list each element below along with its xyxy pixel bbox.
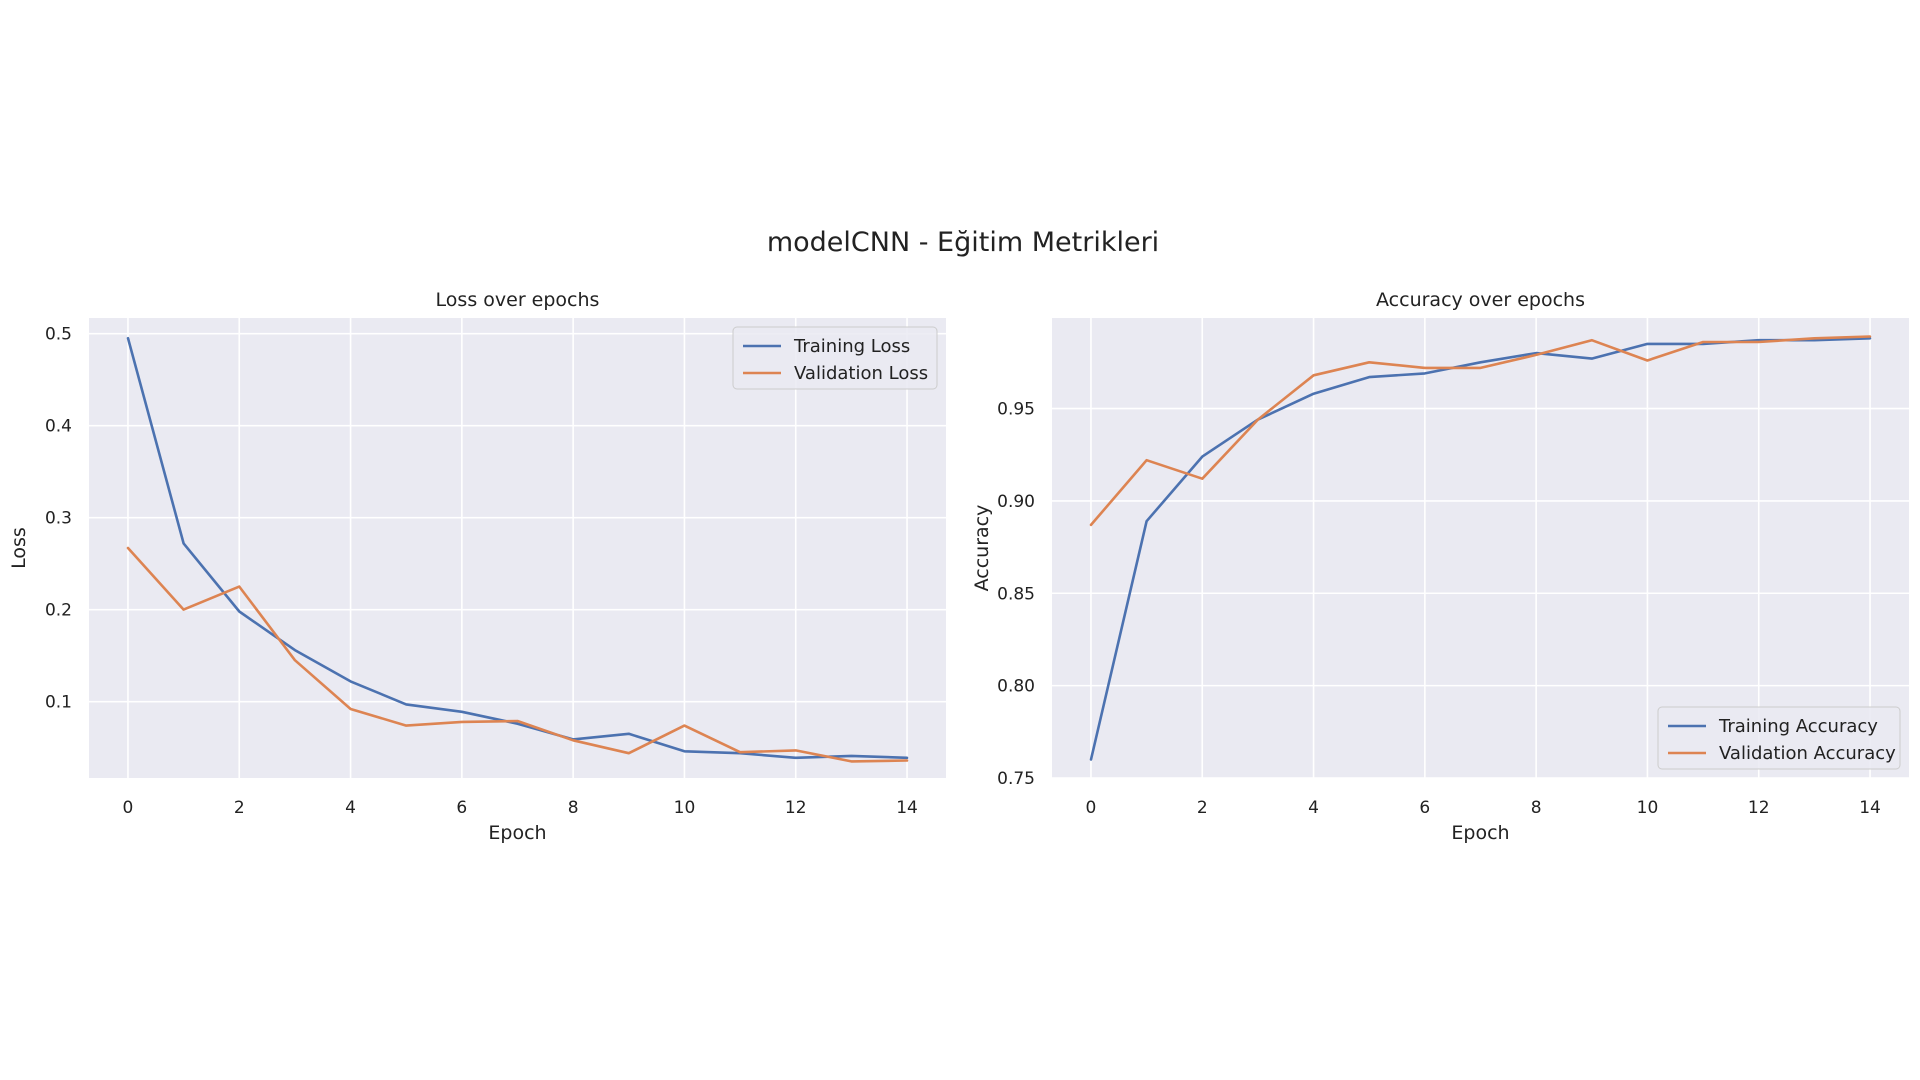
accuracy-y-axis-label: Accuracy xyxy=(971,505,993,592)
loss-x-tick-label: 0 xyxy=(123,798,134,818)
accuracy-y-tick-label: 0.95 xyxy=(997,400,1035,420)
loss-validation-loss-line xyxy=(126,546,909,763)
loss-chart-title: Loss over epochs xyxy=(436,289,600,311)
accuracy-x-tick-label: 4 xyxy=(1308,798,1319,818)
loss-y-axis-label: Loss xyxy=(8,527,30,569)
accuracy-x-tick-label: 14 xyxy=(1859,798,1881,818)
figure-title: modelCNN - Eğitim Metrikleri xyxy=(767,227,1159,258)
accuracy-y-tick-label: 0.90 xyxy=(997,492,1035,512)
loss-legend-box xyxy=(732,326,938,390)
accuracy-chart-title: Accuracy over epochs xyxy=(1376,289,1585,311)
loss-x-tick-label: 14 xyxy=(896,798,918,818)
accuracy-legend-label: Validation Accuracy xyxy=(1719,743,1896,764)
loss-y-tick-label: 0.5 xyxy=(45,325,72,345)
accuracy-legend: Training Accuracy Validation Accuracy xyxy=(1657,706,1901,770)
loss-chart: 0 2 4 6 8 10 12 14 0.1 0.2 0.3 0.4 0.5 Loss over epoc… xyxy=(8,289,946,844)
loss-x-tick-label: 12 xyxy=(785,798,807,818)
accuracy-x-tick-label: 6 xyxy=(1419,798,1430,818)
accuracy-x-tick-label: 8 xyxy=(1531,798,1542,818)
accuracy-x-tick-label: 2 xyxy=(1197,798,1208,818)
accuracy-legend-box xyxy=(1657,706,1901,770)
loss-x-tick-label: 6 xyxy=(456,798,467,818)
accuracy-y-tick-label: 0.80 xyxy=(997,677,1035,697)
accuracy-legend-label: Training Accuracy xyxy=(1718,716,1878,737)
accuracy-validation-accuracy-line xyxy=(1089,335,1872,527)
loss-y-tick-label: 0.1 xyxy=(45,693,72,713)
accuracy-y-tick-label: 0.85 xyxy=(997,584,1035,604)
loss-legend-label: Training Loss xyxy=(793,336,910,357)
accuracy-x-tick-label: 10 xyxy=(1637,798,1659,818)
loss-y-tick-label: 0.3 xyxy=(45,509,72,529)
accuracy-x-tick-label: 12 xyxy=(1748,798,1770,818)
accuracy-x-axis-label: Epoch xyxy=(1451,822,1509,844)
loss-x-tick-label: 2 xyxy=(234,798,245,818)
accuracy-chart: 0 2 4 6 8 10 12 14 0.75 0.80 0.85 0.90 0.95 Accuracy … xyxy=(971,289,1909,844)
accuracy-x-tick-label: 0 xyxy=(1086,798,1097,818)
accuracy-plot-area xyxy=(1052,318,1909,778)
loss-x-tick-label: 4 xyxy=(345,798,356,818)
loss-legend: Training Loss Validation Loss xyxy=(732,326,938,390)
loss-x-tick-label: 10 xyxy=(674,798,696,818)
loss-x-axis-label: Epoch xyxy=(488,822,546,844)
loss-training-loss-line xyxy=(126,336,909,760)
accuracy-y-tick-label: 0.75 xyxy=(997,769,1035,789)
loss-y-tick-label: 0.4 xyxy=(45,417,72,437)
loss-legend-label: Validation Loss xyxy=(794,363,928,384)
loss-x-tick-label: 8 xyxy=(568,798,579,818)
loss-y-tick-label: 0.2 xyxy=(45,601,72,621)
